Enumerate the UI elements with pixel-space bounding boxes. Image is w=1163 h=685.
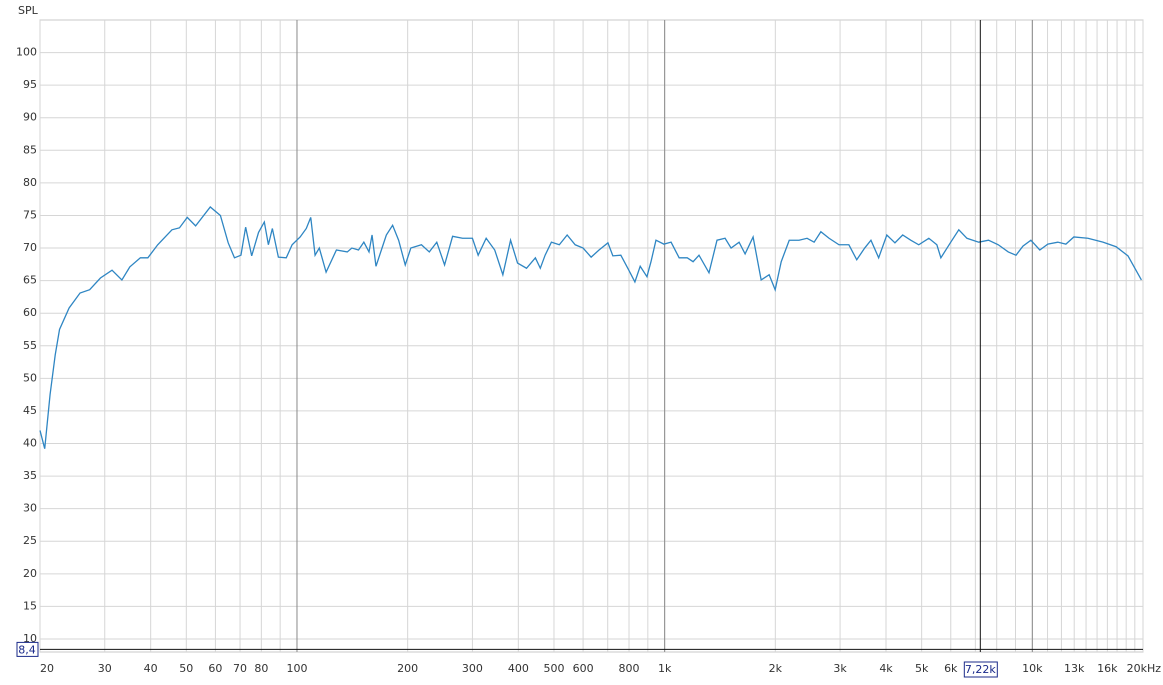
x-tick-label: 40	[144, 662, 158, 675]
x-tick-label: 80	[254, 662, 268, 675]
x-tick-label: 1k	[658, 662, 672, 675]
x-tick-label: 10k	[1022, 662, 1043, 675]
x-tick-label: 20	[40, 662, 54, 675]
y-tick-label: 60	[23, 306, 37, 319]
y-tick-label: 15	[23, 599, 37, 612]
y-tick-label: 65	[23, 274, 37, 287]
y-tick-label: 75	[23, 208, 37, 221]
cursor-y-box	[16, 641, 39, 657]
cursor-x-label: 7,22k	[965, 663, 996, 676]
x-tick-label: 2k	[769, 662, 783, 675]
y-axis-label: SPL	[18, 4, 39, 17]
x-tick-label: 50	[179, 662, 193, 675]
x-tick-label: 600	[573, 662, 594, 675]
y-tick-label: 85	[23, 143, 37, 156]
x-tick-label: 200	[397, 662, 418, 675]
y-tick-label: 90	[23, 111, 37, 124]
y-tick-label: 100	[16, 46, 37, 59]
y-tick-label: 50	[23, 371, 37, 384]
x-tick-label: 6k	[944, 662, 958, 675]
x-tick-label: 800	[619, 662, 640, 675]
x-tick-label: 20kHz	[1127, 662, 1162, 675]
y-tick-label: 70	[23, 241, 37, 254]
plot-area	[39, 19, 1144, 653]
y-tick-label: 25	[23, 534, 37, 547]
x-tick-label: 3k	[833, 662, 847, 675]
x-tick-label: 16k	[1097, 662, 1118, 675]
x-tick-label: 100	[286, 662, 307, 675]
x-tick-label: 60	[208, 662, 222, 675]
x-tick-label: 400	[508, 662, 529, 675]
y-tick-label: 80	[23, 176, 37, 189]
y-tick-label: 40	[23, 437, 37, 450]
x-tick-label: 5k	[915, 662, 929, 675]
y-tick-label: 30	[23, 502, 37, 515]
x-tick-label: 70	[233, 662, 247, 675]
y-tick-label: 45	[23, 404, 37, 417]
x-tick-label: 30	[98, 662, 112, 675]
y-tick-label: 10	[23, 632, 37, 645]
cursor-x-box	[963, 661, 998, 678]
cursor-y-label: 8,4	[18, 643, 36, 656]
y-tick-label: 95	[23, 78, 37, 91]
response-line	[39, 206, 1142, 449]
x-tick-label: 500	[543, 662, 564, 675]
x-tick-label: 13k	[1064, 662, 1085, 675]
x-tick-label: 300	[462, 662, 483, 675]
y-tick-label: 35	[23, 469, 37, 482]
x-tick-label: 4k	[879, 662, 893, 675]
y-tick-label: 20	[23, 567, 37, 580]
y-tick-label: 55	[23, 339, 37, 352]
